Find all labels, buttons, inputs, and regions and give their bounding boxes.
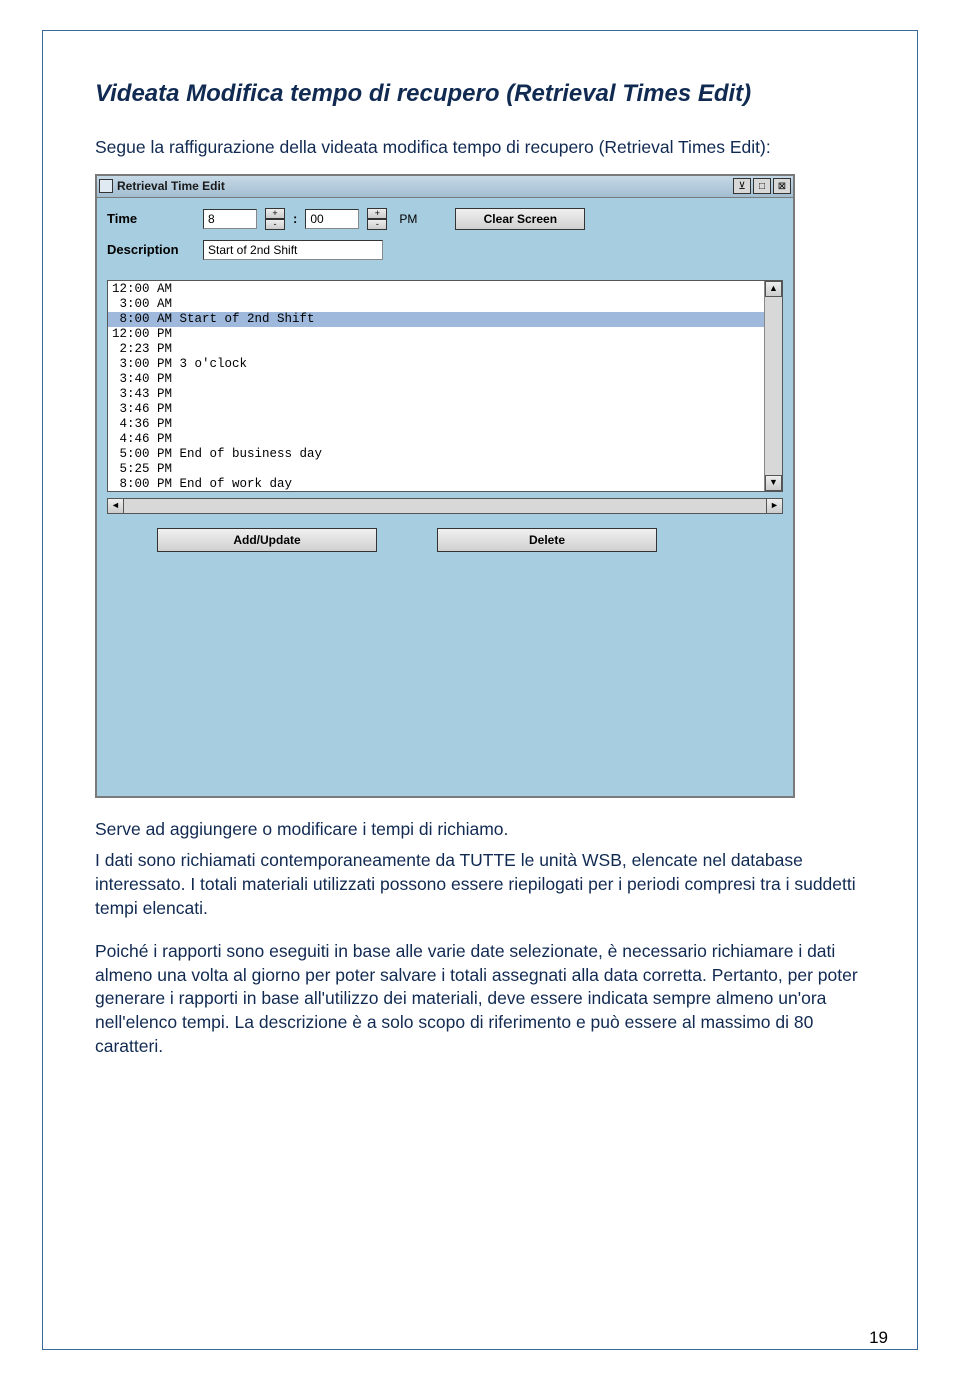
page-title: Videata Modifica tempo di recupero (Retr… — [95, 80, 865, 108]
intro-text: Segue la raffigurazione della videata mo… — [95, 136, 865, 160]
minute-spinner: + - — [367, 208, 387, 230]
list-item[interactable]: 3:40 PM — [108, 372, 764, 387]
para-2: I dati sono richiamati contemporaneament… — [95, 849, 865, 920]
minute-up-button[interactable]: + — [367, 208, 387, 219]
hscroll-track[interactable] — [124, 499, 766, 513]
hour-spinner: + - — [265, 208, 285, 230]
close-icon[interactable]: ⊠ — [773, 178, 791, 194]
list-item[interactable]: 12:00 AM — [108, 282, 764, 297]
description-input[interactable] — [203, 240, 383, 260]
list-item[interactable]: 8:00 AM Start of 2nd Shift — [108, 312, 764, 327]
retrieval-time-edit-window: Retrieval Time Edit ⊻ □ ⊠ Time + - : + - — [95, 174, 795, 798]
list-item[interactable]: 4:36 PM — [108, 417, 764, 432]
action-row: Add/Update Delete — [97, 514, 793, 566]
window-icon — [99, 179, 113, 193]
listbox-content[interactable]: 12:00 AM 3:00 AM 8:00 AM Start of 2nd Sh… — [108, 281, 764, 491]
minimize-icon[interactable]: ⊻ — [733, 178, 751, 194]
time-colon: : — [293, 211, 297, 226]
time-row: Time + - : + - PM Clear Screen — [107, 208, 783, 230]
window-title: Retrieval Time Edit — [117, 179, 733, 193]
clear-screen-button[interactable]: Clear Screen — [455, 208, 585, 230]
hour-up-button[interactable]: + — [265, 208, 285, 219]
list-item[interactable]: 12:00 PM — [108, 327, 764, 342]
scroll-down-icon[interactable]: ▼ — [765, 475, 782, 491]
list-item[interactable]: 5:00 PM End of business day — [108, 447, 764, 462]
hour-down-button[interactable]: - — [265, 219, 285, 230]
time-label: Time — [107, 211, 195, 226]
scroll-left-icon[interactable]: ◄ — [108, 499, 124, 513]
list-item[interactable]: 3:00 AM — [108, 297, 764, 312]
list-item[interactable]: 3:43 PM — [108, 387, 764, 402]
vertical-scrollbar[interactable]: ▲ ▼ — [764, 281, 782, 491]
minute-input[interactable] — [305, 209, 359, 229]
window-blank-area — [97, 566, 793, 796]
para-3: Poiché i rapporti sono eseguiti in base … — [95, 940, 865, 1058]
scroll-up-icon[interactable]: ▲ — [765, 281, 782, 297]
description-label: Description — [107, 242, 195, 257]
maximize-icon[interactable]: □ — [753, 178, 771, 194]
page-content: Videata Modifica tempo di recupero (Retr… — [95, 80, 865, 1066]
scroll-track[interactable] — [765, 297, 782, 475]
delete-button[interactable]: Delete — [437, 528, 657, 552]
window-controls: ⊻ □ ⊠ — [733, 178, 791, 194]
list-item[interactable]: 3:46 PM — [108, 402, 764, 417]
list-item[interactable]: 8:00 PM End of work day — [108, 477, 764, 491]
minute-down-button[interactable]: - — [367, 219, 387, 230]
list-item[interactable]: 2:23 PM — [108, 342, 764, 357]
form-area: Time + - : + - PM Clear Screen Descripti… — [97, 198, 793, 274]
list-item[interactable]: 4:46 PM — [108, 432, 764, 447]
list-item[interactable]: 3:00 PM 3 o'clock — [108, 357, 764, 372]
description-row: Description — [107, 240, 783, 260]
para-1: Serve ad aggiungere o modificare i tempi… — [95, 818, 865, 842]
hour-input[interactable] — [203, 209, 257, 229]
window-titlebar: Retrieval Time Edit ⊻ □ ⊠ — [97, 176, 793, 198]
ampm-label: PM — [399, 212, 417, 226]
list-item[interactable]: 5:25 PM — [108, 462, 764, 477]
time-listbox: 12:00 AM 3:00 AM 8:00 AM Start of 2nd Sh… — [107, 280, 783, 492]
horizontal-scrollbar[interactable]: ◄ ► — [107, 498, 783, 514]
scroll-right-icon[interactable]: ► — [766, 499, 782, 513]
page-number: 19 — [869, 1328, 888, 1348]
add-update-button[interactable]: Add/Update — [157, 528, 377, 552]
